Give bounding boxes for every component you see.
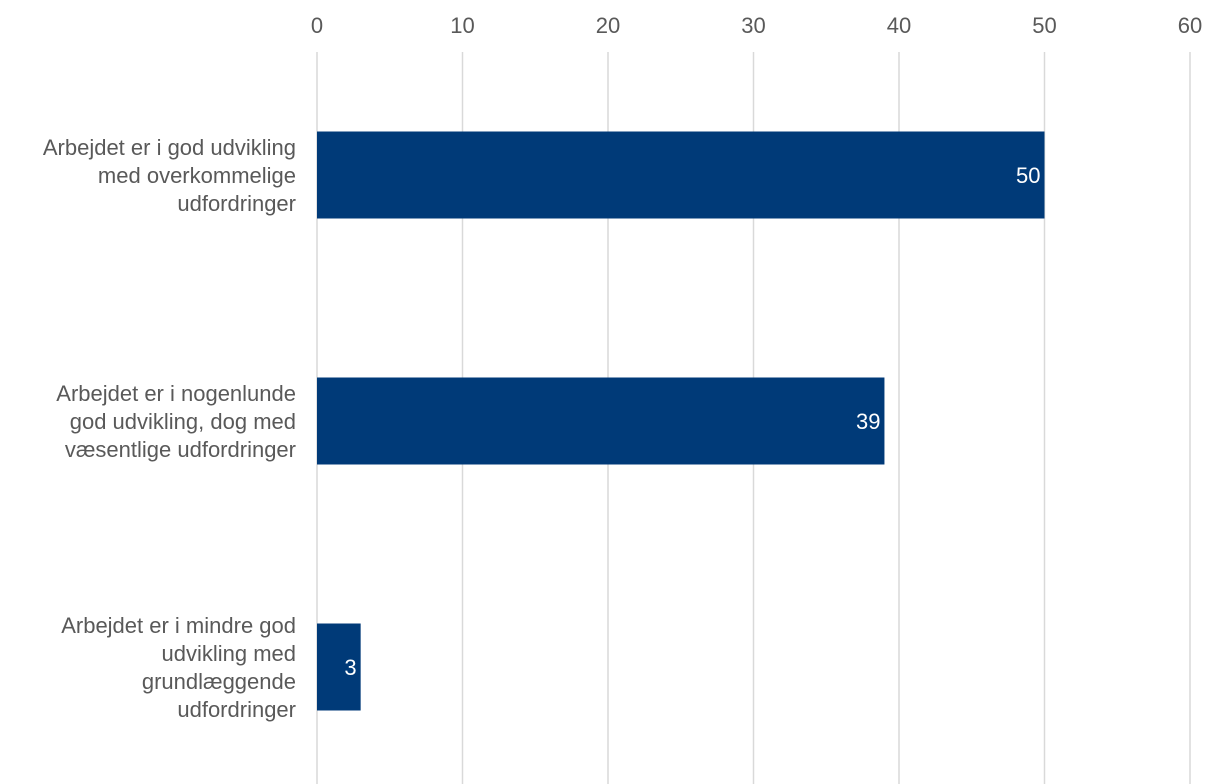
category-label: Arbejdet er i mindre god udvikling med gru… [61, 613, 296, 722]
bars [317, 131, 1045, 711]
category-labels: Arbejdet er i god udvikling med overkomme… [43, 135, 296, 722]
data-label: 3 [344, 655, 356, 680]
x-tick-label: 50 [1032, 13, 1056, 38]
category-label-line: væsentlige udfordringer [65, 437, 296, 462]
category-label-line: udfordringer [177, 191, 296, 216]
category-label: Arbejdet er i nogenlunde god udvikling, d… [56, 381, 296, 462]
category-label-line: grundlæggende [142, 669, 296, 694]
x-tick-label: 60 [1178, 13, 1202, 38]
x-axis-ticks: 0 10 20 30 40 50 60 [311, 13, 1202, 38]
category-label-line: Arbejdet er i mindre god [61, 613, 296, 638]
x-tick-label: 10 [450, 13, 474, 38]
category-label-line: god udvikling, dog med [70, 409, 296, 434]
category-label-line: udvikling med [161, 641, 296, 666]
data-label: 39 [856, 409, 880, 434]
x-tick-label: 0 [311, 13, 323, 38]
x-tick-label: 30 [741, 13, 765, 38]
bar [317, 623, 361, 711]
data-labels: 50 39 3 [344, 163, 1040, 680]
x-tick-label: 40 [887, 13, 911, 38]
bar [317, 377, 885, 465]
category-label: Arbejdet er i god udvikling med overkomme… [43, 135, 296, 216]
x-tick-label: 20 [596, 13, 620, 38]
category-label-line: med overkommelige [98, 163, 296, 188]
category-label-line: Arbejdet er i god udvikling [43, 135, 296, 160]
bar [317, 131, 1045, 219]
category-label-line: Arbejdet er i nogenlunde [56, 381, 296, 406]
data-label: 50 [1016, 163, 1040, 188]
category-label-line: udfordringer [177, 697, 296, 722]
